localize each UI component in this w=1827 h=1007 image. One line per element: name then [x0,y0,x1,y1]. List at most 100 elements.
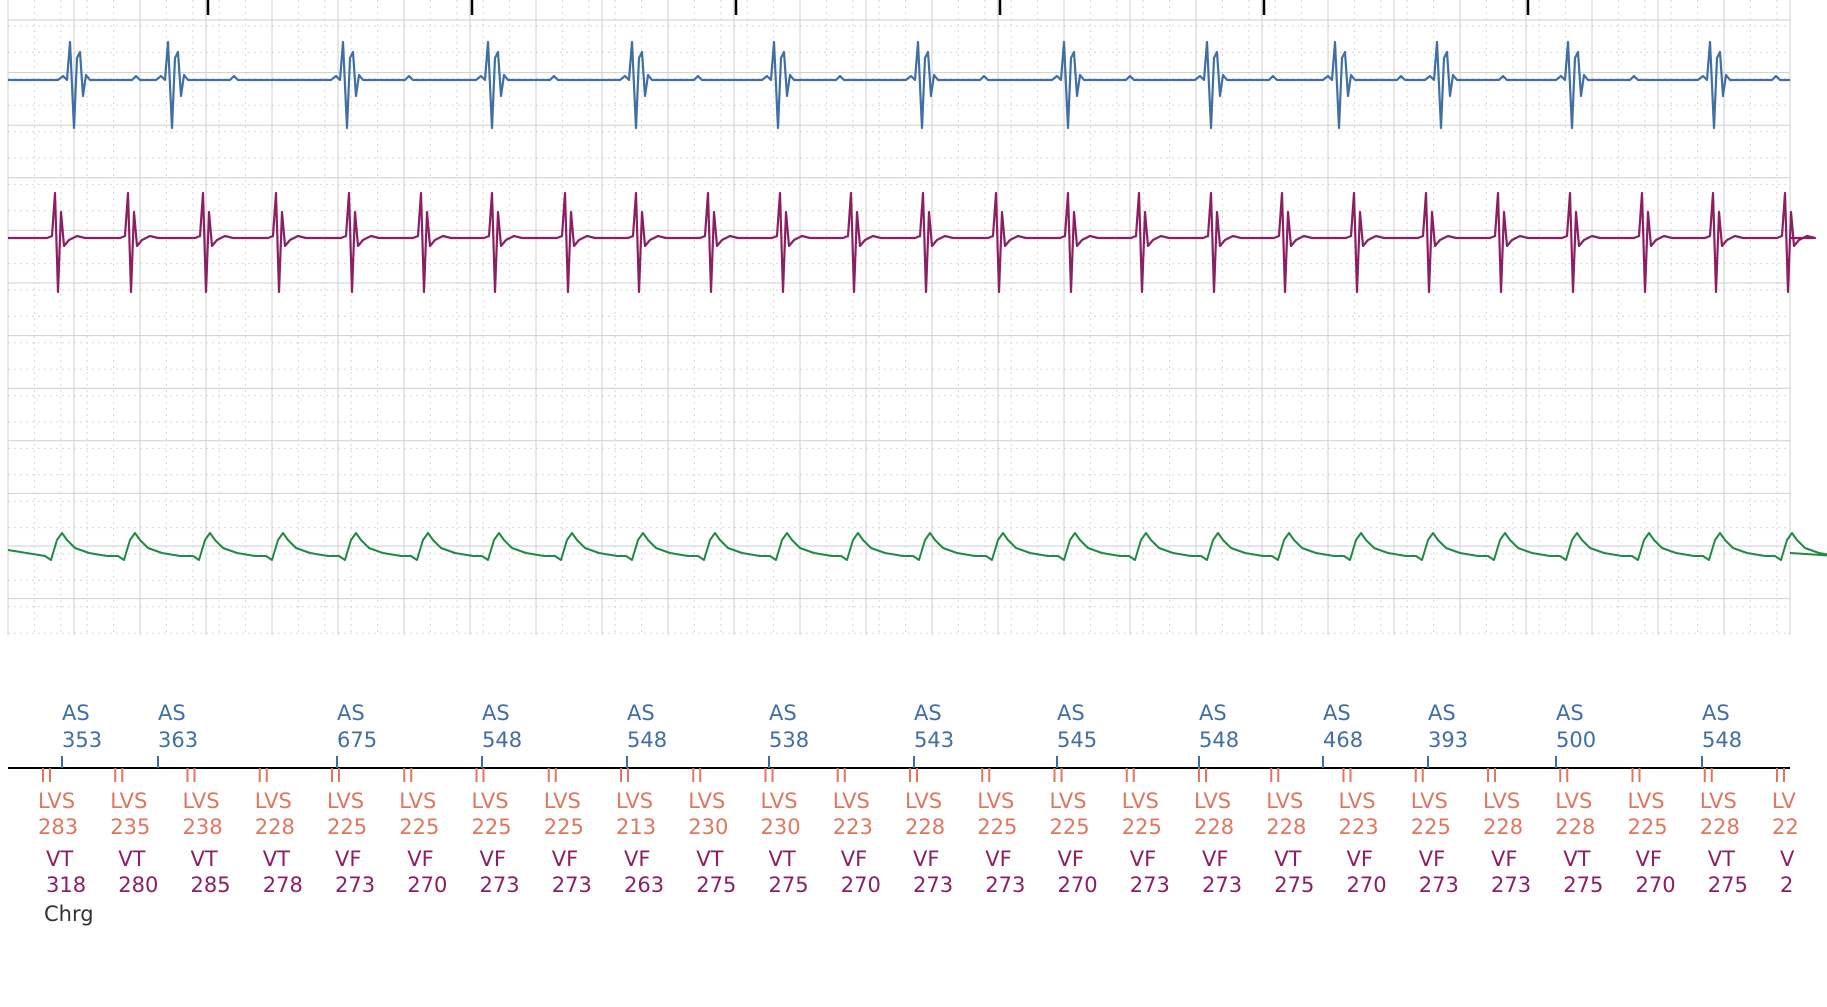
atrial-marker-label: AS [769,701,797,725]
lv-marker-label: LVS [1483,789,1520,813]
lv-marker-label: LVS [110,789,147,813]
lv-marker-interval: 213 [616,815,656,839]
rv-zone-label: VF [1347,847,1373,871]
lv-marker-label: LVS [183,789,220,813]
rv-zone-label: VF [552,847,578,871]
atrial-marker-interval: 500 [1556,728,1596,752]
rv-zone-label: V [1780,847,1795,871]
atrial-marker-interval: 538 [769,728,809,752]
rv-zone-label: VT [263,847,290,871]
rv-zone-label: VF [480,847,506,871]
lv-marker-interval: 228 [1266,815,1306,839]
rv-zone-label: VF [1636,847,1662,871]
atrial-marker-interval: 675 [337,728,377,752]
lv-marker-label: LVS [1555,789,1592,813]
rv-zone-interval: 273 [913,873,953,897]
atrial-marker-interval: 543 [914,728,954,752]
marker-channel: AS 353 AS 363 AS 675 AS 548 AS 548 AS 538 AS 543 AS 545… [8,701,1799,897]
lv-marker-interval: 235 [110,815,150,839]
atrial-marker-interval: 548 [482,728,522,752]
lv-marker-label: LV [1772,789,1796,813]
shock-egm-trace [7,532,1827,561]
atrial-marker-interval: 468 [1323,728,1363,752]
lv-marker-interval: 228 [1700,815,1740,839]
lv-marker-interval: 225 [472,815,512,839]
lv-marker-label: LVS [977,789,1014,813]
rv-zone-label: VF [335,847,361,871]
rv-zone-interval: 280 [118,873,158,897]
rv-zone-interval: 273 [335,873,375,897]
atrial-marker-label: AS [1057,701,1085,725]
lv-marker-interval: 223 [1339,815,1379,839]
ventricular-egm-trace [8,191,1817,294]
rv-zone-interval: 275 [696,873,736,897]
atrial-egm-trace [8,40,1790,130]
lv-marker-interval: 228 [1194,815,1234,839]
rv-zone-interval: 270 [841,873,881,897]
rv-zone-label: VF [913,847,939,871]
lv-marker-label: LVS [544,789,581,813]
lv-marker-label: LVS [399,789,436,813]
lv-marker-label: LVS [1194,789,1231,813]
lv-marker-label: LVS [761,789,798,813]
lv-marker-label: LVS [1700,789,1737,813]
lv-marker-interval: 230 [688,815,728,839]
atrial-marker-label: AS [914,701,942,725]
lv-marker-interval: 22 [1772,815,1799,839]
lv-marker-interval: 283 [38,815,78,839]
atrial-marker-label: AS [1702,701,1730,725]
atrial-marker-label: AS [482,701,510,725]
atrial-marker-label: AS [62,701,90,725]
lv-marker-label: LVS [1628,789,1665,813]
rv-zone-label: VF [1419,847,1445,871]
lv-marker-label: LVS [255,789,292,813]
lv-marker-interval: 225 [977,815,1017,839]
atrial-marker-label: AS [337,701,365,725]
atrial-marker-label: AS [1428,701,1456,725]
lv-marker-label: LVS [905,789,942,813]
rv-zone-label: VF [407,847,433,871]
rv-zone-interval: 273 [1130,873,1170,897]
atrial-marker-interval: 353 [62,728,102,752]
rv-zone-label: VF [1130,847,1156,871]
atrial-marker-label: AS [627,701,655,725]
rv-zone-interval: 275 [1708,873,1748,897]
lv-marker-interval: 225 [1122,815,1162,839]
lv-marker-label: LVS [1266,789,1303,813]
rv-zone-interval: 270 [1636,873,1676,897]
lv-marker-interval: 228 [905,815,945,839]
rv-zone-interval: 270 [1058,873,1098,897]
lv-marker-label: LVS [472,789,509,813]
lv-marker-interval: 225 [1050,815,1090,839]
lv-marker-interval: 223 [833,815,873,839]
lv-marker-interval: 228 [255,815,295,839]
atrial-marker-label: AS [158,701,186,725]
rv-zone-label: VF [841,847,867,871]
atrial-marker-label: AS [1323,701,1351,725]
rv-zone-label: VF [985,847,1011,871]
rv-zone-interval: 275 [1274,873,1314,897]
lv-marker-label: LVS [1122,789,1159,813]
rv-zone-label: VT [1708,847,1735,871]
rv-zone-interval: 285 [191,873,231,897]
lv-marker-label: LVS [833,789,870,813]
lv-marker-label: LVS [327,789,364,813]
lv-marker-interval: 225 [1628,815,1668,839]
rv-zone-label: VT [769,847,796,871]
lv-marker-interval: 230 [761,815,801,839]
lv-marker-interval: 225 [399,815,439,839]
rv-zone-interval: 275 [769,873,809,897]
rv-zone-label: VF [1491,847,1517,871]
rv-zone-interval: 2 [1780,873,1793,897]
rv-zone-label: VF [624,847,650,871]
rv-zone-interval: 273 [985,873,1025,897]
lv-marker-interval: 225 [1411,815,1451,839]
rv-zone-label: VT [191,847,218,871]
lv-marker-interval: 225 [327,815,367,839]
rv-zone-interval: 273 [480,873,520,897]
rv-zone-interval: 270 [407,873,447,897]
rv-zone-interval: 273 [552,873,592,897]
rv-zone-interval: 273 [1202,873,1242,897]
lv-marker-label: LVS [1411,789,1448,813]
atrial-marker-interval: 548 [1199,728,1239,752]
